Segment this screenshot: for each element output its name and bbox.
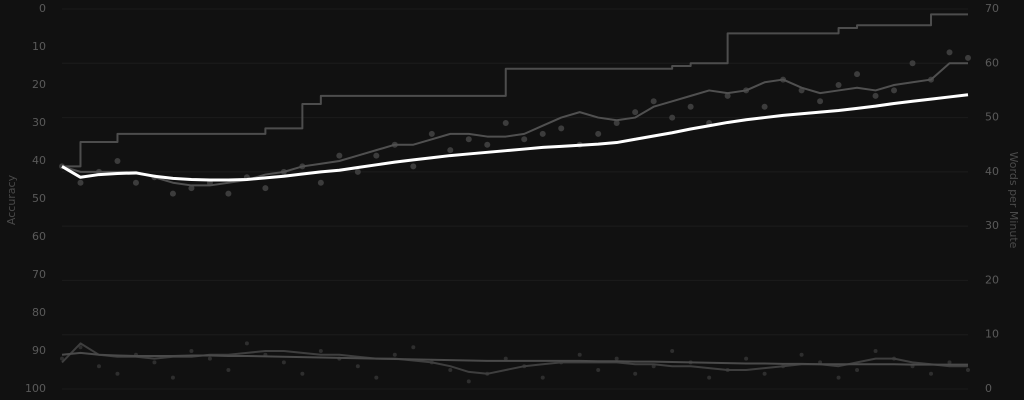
y-tick-label: 60	[32, 230, 46, 243]
y2-tick-label: 50	[985, 111, 999, 124]
data-point	[132, 179, 139, 186]
data-point	[947, 360, 952, 365]
data-point	[707, 375, 712, 380]
data-point	[855, 368, 860, 372]
line	[61, 62, 968, 187]
data-point	[170, 375, 175, 380]
y-tick-label: 20	[32, 78, 46, 91]
data-point	[225, 190, 232, 197]
data-point	[946, 49, 953, 56]
data-point	[373, 152, 380, 159]
y-axis-title: Accuracy	[5, 174, 18, 225]
y2-axis-title: Words per Minute	[1007, 152, 1020, 249]
y2-tick-label: 70	[985, 2, 999, 15]
data-point	[909, 60, 916, 67]
y-tick-label: 10	[32, 40, 46, 53]
data-point	[503, 356, 508, 361]
y2-tick-label: 10	[985, 328, 999, 341]
data-point	[447, 147, 454, 154]
data-point	[521, 136, 528, 143]
y-tick-label: 90	[32, 344, 46, 357]
data-point	[595, 130, 602, 137]
data-point	[169, 190, 176, 197]
data-point	[318, 349, 323, 353]
data-point	[336, 152, 343, 159]
data-point	[762, 371, 767, 376]
y-tick-label: 30	[32, 116, 46, 129]
y-tick-label: 50	[32, 192, 46, 205]
data-point	[539, 130, 546, 137]
data-point	[502, 120, 509, 126]
data-point	[300, 371, 305, 376]
data-point	[558, 125, 565, 132]
data-point	[465, 136, 472, 143]
y-tick-label: 0	[39, 2, 46, 15]
y-tick-label: 100	[25, 382, 46, 395]
y-tick-label: 70	[32, 268, 46, 281]
data-point	[744, 356, 749, 361]
data-point	[650, 98, 657, 105]
data-point	[687, 103, 694, 110]
data-point	[966, 368, 970, 372]
y-tick-label: 40	[32, 154, 46, 167]
data-point	[817, 98, 824, 105]
y2-tick-label: 30	[985, 219, 999, 232]
y2-tick-label: 60	[985, 56, 999, 69]
data-point	[854, 71, 861, 78]
data-point	[114, 158, 121, 164]
data-point	[670, 349, 675, 353]
y2-tick-label: 20	[985, 273, 999, 286]
data-point	[188, 185, 195, 192]
data-point	[632, 109, 639, 116]
data-point	[633, 371, 638, 376]
data-point	[207, 356, 212, 361]
data-point	[872, 92, 879, 99]
data-point	[410, 163, 417, 170]
data-point	[965, 54, 971, 61]
data-point	[799, 352, 804, 357]
data-point	[484, 141, 491, 148]
line	[61, 351, 968, 366]
step-line	[62, 13, 968, 168]
data-point	[226, 368, 231, 372]
data-point	[466, 379, 471, 384]
data-point	[354, 168, 361, 175]
data-point	[317, 179, 324, 186]
data-point	[836, 375, 841, 380]
data-point	[448, 368, 453, 372]
data-point	[281, 360, 286, 365]
y2-tick-label: 40	[985, 165, 999, 178]
data-point	[596, 368, 601, 372]
data-point	[428, 130, 435, 137]
data-point	[78, 345, 83, 350]
data-point	[411, 345, 416, 350]
data-point	[613, 120, 620, 126]
data-point	[891, 87, 898, 94]
data-point	[374, 375, 379, 380]
data-point	[355, 364, 360, 369]
line	[61, 93, 969, 182]
data-point	[60, 356, 64, 361]
data-point	[761, 103, 768, 110]
data-point	[189, 349, 194, 353]
data-point	[540, 375, 545, 380]
data-point	[835, 82, 842, 88]
data-point	[262, 185, 269, 192]
line	[61, 342, 968, 375]
data-point	[724, 92, 731, 99]
data-point	[929, 371, 934, 376]
data-point	[873, 349, 878, 353]
data-point	[614, 356, 619, 361]
y2-tick-label: 0	[985, 382, 992, 395]
data-point	[577, 352, 582, 357]
data-point	[115, 371, 120, 376]
data-point	[152, 360, 157, 365]
y-tick-label: 80	[32, 306, 46, 319]
data-point	[96, 364, 101, 369]
data-point	[392, 352, 397, 357]
data-point	[77, 179, 84, 186]
data-point	[244, 341, 249, 346]
data-point	[669, 114, 676, 121]
